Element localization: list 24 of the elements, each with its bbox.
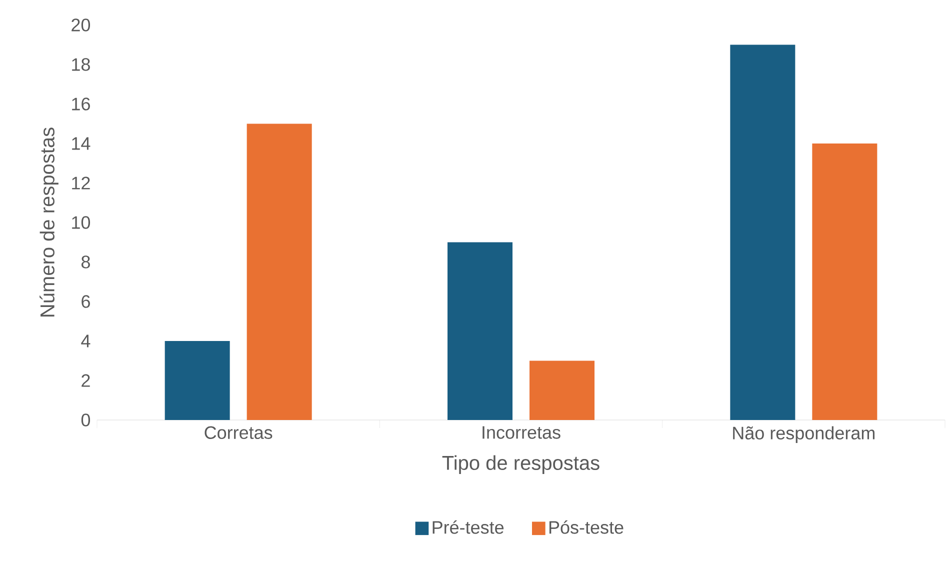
bar (246, 124, 312, 420)
y-tick-label: 10 (72, 216, 90, 229)
y-axis-title: Número de respostas (40, 128, 58, 316)
y-tick-label: 20 (72, 18, 90, 32)
y-tick-label: 6 (82, 295, 90, 308)
bar (730, 44, 796, 420)
bar (448, 242, 513, 420)
x-tick-label: Não responderam (733, 426, 874, 444)
y-tick-label: 8 (82, 256, 90, 268)
y-tick-label: 14 (72, 137, 90, 150)
x-axis-title: Tipo de respostas (442, 455, 600, 474)
y-tick-label: 2 (82, 374, 90, 387)
y-tick-label: 18 (72, 58, 90, 71)
y-tick-label: 4 (81, 334, 90, 348)
bar (812, 143, 878, 420)
x-tick-label: Corretas (204, 426, 272, 439)
x-tick-label: Incorretas (482, 426, 560, 439)
y-tick-label: 0 (81, 414, 90, 426)
bar (164, 341, 230, 420)
y-tick-label: 12 (72, 176, 90, 190)
legend-label: Pós-teste (549, 520, 624, 534)
legend-label: Pré-teste (432, 520, 504, 534)
y-tick-label: 16 (72, 98, 90, 110)
bar (530, 360, 595, 420)
